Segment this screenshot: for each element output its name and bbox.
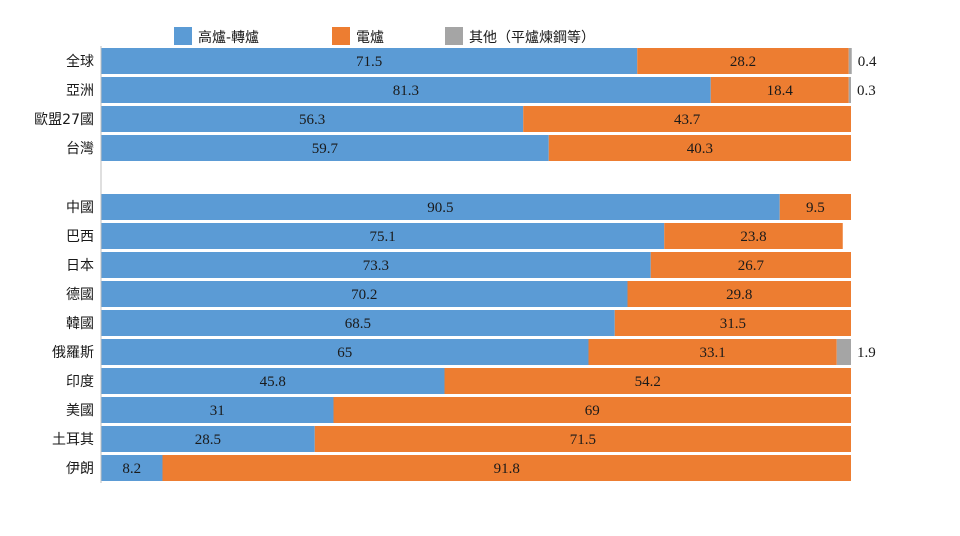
- bar-segment: [101, 426, 315, 452]
- data-label: 81.3: [393, 83, 419, 99]
- bar-segments: [101, 48, 852, 481]
- category-label: 全球: [66, 53, 94, 70]
- data-label: 40.3: [687, 141, 713, 157]
- category-label: 印度: [66, 374, 94, 390]
- data-label: 65: [337, 345, 352, 361]
- data-label: 33.1: [700, 345, 726, 361]
- bar-segment: [101, 281, 628, 307]
- data-label: 71.5: [356, 54, 382, 70]
- bar-segment: [627, 281, 851, 307]
- data-label: 29.8: [726, 287, 752, 303]
- bar-segment: [101, 252, 651, 278]
- legend-label: 電爐: [356, 30, 384, 46]
- data-label: 31: [210, 403, 225, 419]
- bar-segment: [836, 339, 851, 365]
- category-label: 歐盟27國: [34, 112, 94, 128]
- data-label: 73.3: [363, 258, 389, 274]
- bar-segment: [848, 77, 851, 103]
- bar-segment: [101, 223, 665, 249]
- data-label: 28.5: [195, 432, 221, 448]
- category-label: 日本: [66, 258, 94, 274]
- category-label: 巴西: [66, 229, 94, 245]
- data-label: 91.8: [494, 461, 520, 477]
- bar-segment: [101, 397, 334, 423]
- bar-segment: [101, 455, 163, 481]
- category-label: 俄羅斯: [52, 345, 94, 361]
- data-label: 43.7: [674, 112, 701, 128]
- data-label: 45.8: [260, 374, 286, 390]
- bar-segment: [523, 106, 851, 132]
- category-label: 伊朗: [66, 461, 94, 477]
- category-label: 美國: [66, 403, 94, 419]
- bar-segment: [614, 310, 851, 336]
- bar-segment: [314, 426, 851, 452]
- bar-segment: [848, 48, 852, 74]
- data-label: 54.2: [635, 374, 661, 390]
- data-label: 56.3: [299, 112, 325, 128]
- data-label: 18.4: [767, 83, 794, 99]
- bar-segment: [650, 252, 851, 278]
- legend-label: 其他（平爐煉鋼等）: [469, 29, 595, 46]
- bar-segment: [101, 368, 445, 394]
- value-labels: 71.5 28.2 0.4 81.3 18.4 0.3 56.3 43.7 59.7 40.3 90…: [122, 54, 877, 477]
- data-label: 69: [585, 403, 600, 419]
- data-label: 23.8: [740, 229, 766, 245]
- legend-swatch: [174, 27, 192, 45]
- bar-segment: [444, 368, 851, 394]
- data-label: 0.3: [857, 83, 876, 99]
- bar-segment: [779, 194, 851, 220]
- bar-segment: [548, 135, 851, 161]
- category-label: 韓國: [66, 316, 94, 332]
- category-label: 德國: [66, 287, 94, 303]
- bar-segment: [101, 135, 549, 161]
- data-label: 59.7: [312, 141, 339, 157]
- legend-label: 高爐-轉爐: [198, 29, 259, 46]
- category-label: 中國: [66, 200, 94, 216]
- data-label: 90.5: [427, 200, 453, 216]
- bar-segment: [101, 339, 589, 365]
- data-label: 68.5: [345, 316, 371, 332]
- data-label: 1.9: [857, 345, 876, 361]
- data-label: 70.2: [351, 287, 377, 303]
- data-label: 9.5: [806, 200, 825, 216]
- bar-segment: [101, 77, 711, 103]
- category-label: 土耳其: [52, 432, 94, 448]
- bar-segment: [101, 106, 524, 132]
- bar-segment: [101, 194, 780, 220]
- bar-segment: [162, 455, 851, 481]
- legend-swatch: [332, 27, 350, 45]
- category-label: 亞洲: [66, 83, 94, 99]
- bar-segment: [588, 339, 837, 365]
- legend-swatch: [445, 27, 463, 45]
- category-label: 台灣: [66, 141, 94, 157]
- bar-segment: [637, 48, 849, 74]
- bar-segment: [710, 77, 849, 103]
- data-label: 31.5: [720, 316, 746, 332]
- data-label: 0.4: [858, 54, 877, 70]
- bar-segment: [101, 48, 638, 74]
- data-label: 71.5: [570, 432, 596, 448]
- legend: 高爐-轉爐 電爐 其他（平爐煉鋼等）: [174, 27, 595, 46]
- data-label: 28.2: [730, 54, 756, 70]
- bar-segment: [333, 397, 851, 423]
- data-label: 75.1: [370, 229, 396, 245]
- bar-segment: [664, 223, 843, 249]
- data-label: 8.2: [122, 461, 141, 477]
- bar-segment: [101, 310, 615, 336]
- data-label: 26.7: [738, 258, 765, 274]
